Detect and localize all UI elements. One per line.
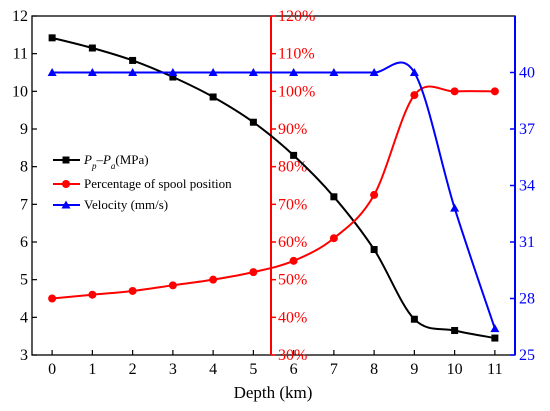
legend-entry-pressure: Pp–Pa(MPa) [53,152,149,171]
data-point-spool [209,275,218,284]
middle-y-tick-label: 30% [278,347,307,364]
data-point-velocity [450,203,460,212]
data-point-spool [490,87,499,96]
middle-y-tick-label: 50% [278,272,307,289]
left-y-tick-label: 9 [20,121,28,138]
data-point-velocity [47,68,57,76]
middle-y-tick-label: 90% [278,121,307,138]
left-y-tick-label: 4 [20,309,28,326]
series-line-velocity [52,61,496,329]
data-point-spool [410,91,419,100]
data-point-pressure [290,151,298,159]
x-tick-label: 7 [330,361,338,378]
x-tick-label: 3 [169,361,177,378]
right-y-tick-label: 25 [519,347,535,364]
x-tick-label: 8 [370,361,378,378]
middle-y-tick-label: 120% [278,8,315,25]
data-point-spool [168,281,177,290]
data-point-spool [450,87,459,96]
left-y-tick-label: 6 [20,234,28,251]
series-spool [48,85,499,303]
data-point-spool [289,256,298,265]
legend: Pp–Pa(MPa) Percentage of spool position … [53,152,232,212]
series-velocity [47,61,500,333]
data-point-pressure [370,246,378,254]
right-y-tick-label: 28 [519,291,535,308]
series-line-spool [52,85,495,300]
left-y-tick-label: 12 [12,8,28,25]
data-point-pressure [330,193,338,201]
legend-label-spool: Percentage of spool position [84,176,232,191]
data-point-spool [48,294,57,303]
data-point-velocity [490,324,500,333]
data-point-velocity [128,68,138,76]
data-point-pressure [410,315,418,323]
right-y-tick-label: 37 [519,121,535,138]
data-point-spool [329,234,338,243]
series-pressure [48,34,499,342]
data-point-pressure [209,93,217,101]
legend-entry-spool: Percentage of spool position [53,176,232,191]
x-tick-label: 4 [209,361,217,378]
left-y-tick-label: 3 [20,347,28,364]
data-point-spool [88,290,97,299]
data-point-velocity [409,68,419,76]
left-y-tick-label: 10 [12,83,28,100]
data-point-velocity [248,68,258,76]
x-tick-label: 2 [129,361,137,378]
right-y-tick-label: 34 [519,178,535,195]
data-point-spool [370,190,379,199]
data-point-pressure [88,44,96,52]
middle-y-tick-label: 60% [278,234,307,251]
left-y-tick-label: 8 [20,159,28,176]
right-y-tick-label: 40 [519,65,535,82]
middle-y-tick-label: 80% [278,159,307,176]
x-tick-label: 9 [410,361,418,378]
data-point-velocity [289,68,299,76]
legend-label-velocity: Velocity (mm/s) [84,197,168,212]
middle-y-tick-label: 110% [278,46,315,63]
middle-y-tick-label: 40% [278,309,307,326]
data-point-spool [128,286,137,295]
x-tick-label: 11 [487,361,502,378]
data-point-velocity [87,68,97,76]
legend-entry-velocity: Velocity (mm/s) [53,197,168,212]
middle-y-tick-label: 70% [278,196,307,213]
x-tick-label: 0 [48,361,56,378]
data-point-pressure [169,73,177,81]
left-y-tick-label: 11 [13,46,28,63]
data-point-pressure [48,34,56,42]
x-tick-label: 1 [88,361,96,378]
left-y-tick-label: 5 [20,272,28,289]
left-y-tick-label: 7 [20,196,28,213]
x-tick-label: 6 [290,361,298,378]
x-tick-label: 5 [249,361,257,378]
data-point-velocity [369,68,379,76]
legend-marker-pressure [62,156,70,164]
legend-marker-spool [62,180,70,188]
x-axis-title: Depth (km) [234,383,313,402]
data-point-spool [249,268,258,277]
right-y-tick-label: 31 [519,234,535,251]
series-layer [47,34,500,342]
data-point-velocity [208,68,218,76]
data-point-pressure [491,334,499,342]
data-point-velocity [168,68,178,76]
middle-y-tick-label: 100% [278,83,315,100]
data-point-pressure [249,118,257,126]
legend-marker-velocity [61,200,71,209]
axis-layer: 0 1 2 3 4 5 6 7 8 9 10 1134567891011122528313437403… [12,8,535,378]
x-tick-label: 10 [447,361,463,378]
legend-label-pressure: Pp–Pa(MPa) [83,152,149,171]
data-point-pressure [129,56,137,64]
data-point-pressure [451,327,459,335]
data-point-velocity [329,68,339,76]
